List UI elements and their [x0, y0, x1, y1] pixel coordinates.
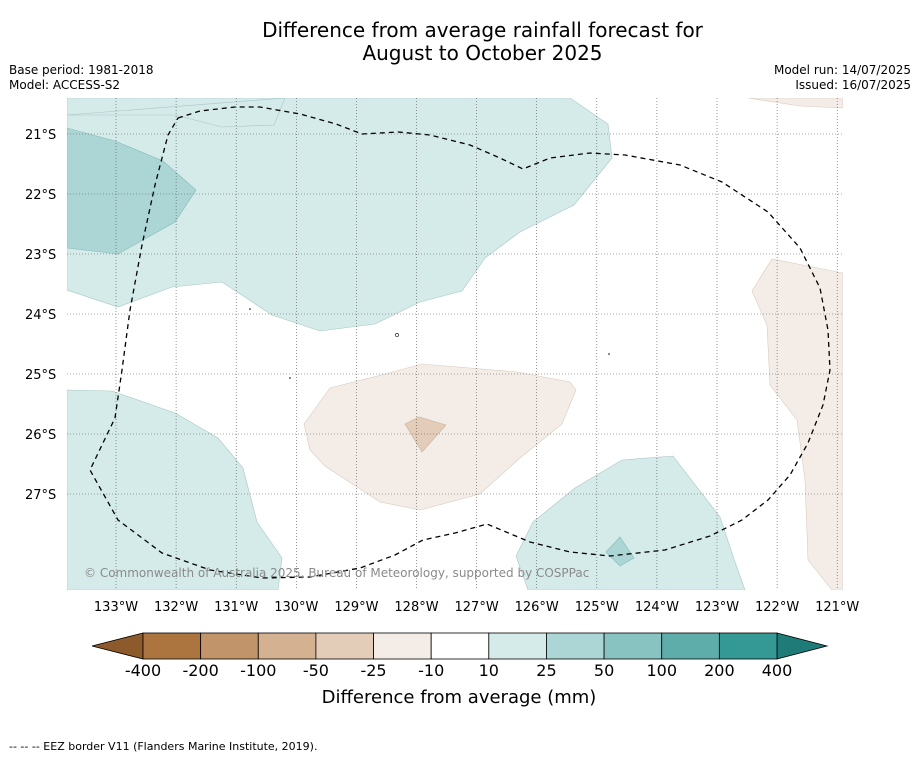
longitude-label: 122°W — [755, 600, 799, 615]
longitude-label: 121°W — [815, 600, 859, 615]
map-gridlines — [67, 98, 843, 590]
longitude-label: 123°W — [695, 600, 739, 615]
wet-region-north — [67, 98, 613, 332]
colorbar-tick-label: -200 — [182, 661, 218, 680]
colorbar-swatch — [373, 632, 432, 660]
base-period-text: Base period: 1981-2018 — [9, 63, 154, 77]
longitude-label: 128°W — [394, 600, 438, 615]
colorbar-swatch — [315, 632, 374, 660]
colorbar — [91, 632, 829, 660]
colorbar-tick-label: -50 — [303, 661, 329, 680]
colorbar-tick-labels: -400 -200 -100 -50 -25 -10 10 25 50 100 200 400 — [125, 661, 792, 680]
colorbar-tick-label: -25 — [360, 661, 386, 680]
longitude-label: 126°W — [515, 600, 559, 615]
longitude-label: 132°W — [154, 600, 198, 615]
map-plot-area: © Commonwealth of Australia 2025, Bureau… — [67, 98, 843, 590]
eez-border — [89, 106, 831, 579]
latitude-label: 23°S — [25, 248, 56, 263]
model-text: Model: ACCESS-S2 — [9, 78, 121, 92]
latitude-label: 24°S — [25, 308, 56, 323]
colorbar-tick-label: 200 — [704, 661, 735, 680]
colorbar-xlabel: Difference from average (mm) — [322, 687, 597, 708]
colorbar-tick-label: 10 — [479, 661, 499, 680]
dry-region-central — [303, 363, 577, 511]
colorbar-swatch — [546, 632, 605, 660]
dry-region-northeast — [747, 98, 843, 109]
eez-footnote: -- -- -- EEZ border V11 (Flanders Marine… — [9, 740, 318, 753]
colorbar-tick-label: -400 — [125, 661, 161, 680]
dry-region-central-strong — [404, 416, 447, 453]
latitude-label: 27°S — [25, 488, 56, 503]
colorbar-low-extend — [91, 632, 144, 660]
colorbar-tick-label: 25 — [536, 661, 556, 680]
latitude-label: 25°S — [25, 368, 56, 383]
small-features — [249, 308, 610, 379]
wet-region-south — [515, 455, 746, 590]
copyright-text: © Commonwealth of Australia 2025, Bureau… — [84, 566, 589, 580]
latitude-label: 26°S — [25, 428, 56, 443]
model-run-text: Model run: 14/07/2025 — [773, 63, 911, 77]
colorbar-swatch — [430, 632, 490, 660]
latitude-labels: 21°S 22°S 23°S 24°S 25°S 26°S 27°S — [25, 128, 56, 503]
title-line-1: Difference from average rainfall forecas… — [262, 18, 703, 42]
chart-title: Difference from average rainfall forecas… — [0, 19, 919, 65]
latitude-label: 22°S — [25, 188, 56, 203]
longitude-label: 124°W — [635, 600, 679, 615]
longitude-label: 129°W — [334, 600, 378, 615]
latitude-label: 21°S — [25, 128, 56, 143]
colorbar-swatch — [257, 632, 317, 660]
longitude-label: 133°W — [94, 600, 138, 615]
colorbar-swatch — [488, 632, 547, 660]
longitude-label: 130°W — [274, 600, 318, 615]
colorbar-tick-label: 400 — [762, 661, 793, 680]
info-left: Base period: 1981-2018 Model: ACCESS-S2 — [9, 63, 154, 93]
longitude-label: 131°W — [214, 600, 258, 615]
colorbar-tick-label: -100 — [240, 661, 276, 680]
wet-region-south-strong — [605, 536, 635, 567]
colorbar-swatch — [603, 632, 663, 660]
colorbar-tick-label: 50 — [594, 661, 614, 680]
colorbar-swatch — [200, 632, 259, 660]
issued-text: Issued: 16/07/2025 — [795, 78, 911, 92]
dry-region-east — [751, 258, 843, 590]
longitude-label: 127°W — [455, 600, 499, 615]
title-line-2: August to October 2025 — [362, 41, 603, 65]
colorbar-high-extend — [776, 632, 829, 660]
colorbar-tick-label: 100 — [646, 661, 677, 680]
colorbar-swatch — [718, 632, 778, 660]
wet-region-southwest — [67, 389, 283, 590]
longitude-label: 125°W — [575, 600, 619, 615]
longitude-labels: 133°W 132°W 131°W 130°W 129°W 128°W 127°W 126°W… — [94, 600, 860, 615]
info-right: Model run: 14/07/2025 Issued: 16/07/2025 — [774, 63, 911, 93]
colorbar-tick-label: -10 — [418, 661, 444, 680]
colorbar-swatch — [661, 632, 720, 660]
forecast-regions — [67, 98, 843, 590]
colorbar-swatch — [142, 632, 202, 660]
wet-region-northwest-strong — [67, 127, 197, 255]
